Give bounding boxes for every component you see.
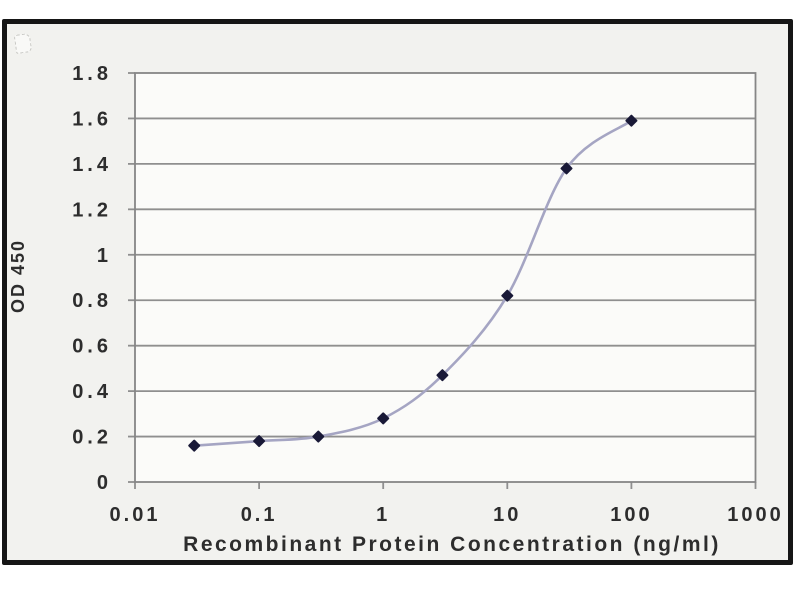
y-tick-label: 0.4 (72, 381, 112, 403)
y-tick-label: 0.8 (72, 290, 112, 312)
data-point-marker (436, 369, 449, 382)
data-point-marker (188, 439, 201, 452)
data-point-marker (377, 412, 390, 425)
y-tick-label: 1.6 (72, 108, 112, 130)
y-tick-label: 0.2 (72, 427, 112, 449)
y-tick-label: 0 (97, 472, 112, 494)
data-point-marker (560, 162, 573, 175)
y-tick-label: 1.2 (72, 199, 112, 221)
data-point-marker (501, 289, 514, 302)
y-tick-label: 0.6 (72, 336, 112, 358)
y-tick-label: 1.8 (72, 63, 112, 85)
x-axis-title: Recombinant Protein Concentration (ng/ml… (183, 533, 721, 556)
series-line (192, 119, 633, 447)
data-point-marker (312, 430, 325, 443)
y-tick-label: 1 (97, 245, 112, 267)
x-tick-label: 0.01 (110, 504, 161, 526)
x-tick-label: 1000 (727, 504, 784, 526)
x-tick-label: 10 (493, 504, 521, 526)
plot-border (134, 72, 757, 483)
x-tick-label: 100 (610, 504, 652, 526)
data-point-marker (625, 114, 638, 127)
plot-layer: 0 0.2 0.4 0.6 0.8 1 1.2 1.4 1.6 1.8 0.01 0.1 1 10 100 1… (72, 63, 784, 526)
plot-area (135, 73, 756, 482)
y-axis-title: OD 450 (8, 239, 28, 313)
x-tick-label: 0.1 (241, 504, 278, 526)
x-tick-label: 1 (376, 504, 390, 526)
y-tick-label: 1.4 (72, 154, 112, 176)
data-point-marker (253, 435, 266, 448)
